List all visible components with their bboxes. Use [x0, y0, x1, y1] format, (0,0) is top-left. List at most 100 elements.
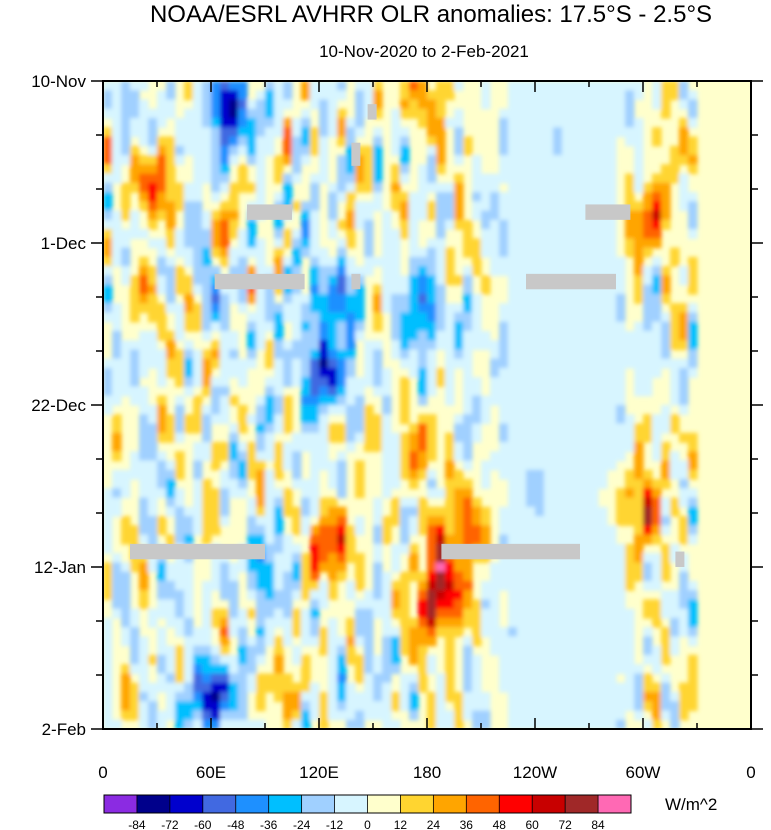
heatmap-cell: [292, 377, 302, 388]
heatmap-cell: [193, 692, 203, 702]
heatmap-cell: [427, 701, 437, 712]
heatmap-cell: [193, 229, 203, 239]
heatmap-cell: [652, 368, 662, 378]
heatmap-cell: [661, 275, 671, 286]
colorbar-label: 72: [558, 818, 572, 830]
heatmap-cell: [535, 330, 545, 341]
heatmap-cell: [526, 219, 536, 230]
heatmap-cell: [346, 192, 356, 202]
heatmap-cell: [130, 108, 140, 119]
heatmap-cell: [238, 247, 248, 258]
heatmap-cell: [454, 414, 464, 425]
heatmap-cell: [202, 701, 212, 712]
heatmap-cell: [391, 201, 401, 212]
heatmap-cell: [391, 256, 401, 267]
heatmap-cell: [400, 571, 410, 582]
heatmap-cell: [103, 497, 113, 508]
heatmap-cell: [427, 608, 437, 619]
heatmap-cell: [220, 155, 230, 165]
heatmap-cell: [166, 275, 176, 286]
heatmap-cell: [328, 210, 338, 221]
heatmap-cell: [607, 710, 617, 721]
heatmap-cell: [175, 229, 185, 239]
heatmap-cell: [319, 321, 329, 332]
heatmap-cell: [535, 386, 545, 397]
heatmap-cell: [103, 155, 113, 165]
heatmap-cell: [346, 692, 356, 702]
heatmap-cell: [508, 479, 518, 489]
heatmap-cell: [328, 543, 338, 554]
heatmap-cell: [562, 155, 572, 165]
heatmap-cell: [616, 349, 626, 360]
heatmap-cell: [166, 229, 176, 239]
heatmap-cell: [301, 358, 311, 369]
heatmap-cell: [175, 377, 185, 388]
heatmap-cell: [283, 118, 293, 128]
heatmap-cell: [589, 543, 599, 554]
heatmap-cell: [589, 553, 599, 563]
heatmap-cell: [310, 701, 320, 712]
heatmap-cell: [688, 608, 698, 619]
heatmap-cell: [472, 525, 482, 536]
heatmap-cell: [463, 479, 473, 489]
heatmap-cell: [364, 636, 374, 647]
heatmap-cell: [256, 562, 266, 573]
heatmap-cell: [337, 182, 347, 193]
heatmap-cell: [652, 571, 662, 582]
heatmap-cell: [670, 599, 680, 610]
heatmap-cell: [598, 173, 608, 184]
heatmap-cell: [481, 182, 491, 193]
heatmap-cell: [400, 608, 410, 619]
heatmap-cell: [625, 608, 635, 619]
heatmap-cell: [661, 164, 671, 175]
heatmap-cell: [553, 608, 563, 619]
heatmap-cell: [589, 293, 599, 304]
heatmap-cell: [193, 423, 203, 434]
colorbar-label: -72: [161, 818, 179, 830]
heatmap-cell: [661, 330, 671, 341]
heatmap-cell: [274, 127, 284, 138]
heatmap-cell: [157, 90, 167, 101]
heatmap-cell: [499, 525, 509, 536]
heatmap-cell: [661, 469, 671, 480]
heatmap-cell: [679, 710, 689, 721]
heatmap-cell: [553, 321, 563, 332]
heatmap-cell: [634, 321, 644, 332]
heatmap-cell: [562, 571, 572, 582]
heatmap-cell: [562, 81, 572, 91]
heatmap-cell: [526, 701, 536, 712]
heatmap-cell: [328, 321, 338, 332]
heatmap-cell: [571, 442, 581, 452]
heatmap-cell: [418, 497, 428, 508]
heatmap-cell: [652, 192, 662, 202]
heatmap-cell: [193, 173, 203, 184]
heatmap-cell: [445, 664, 455, 675]
heatmap-cell: [427, 636, 437, 647]
heatmap-cell: [580, 460, 590, 471]
heatmap-cell: [103, 219, 113, 230]
heatmap-cell: [688, 368, 698, 378]
heatmap-cell: [337, 247, 347, 258]
heatmap-cell: [562, 479, 572, 489]
heatmap-cell: [112, 414, 122, 425]
heatmap-cell: [544, 377, 554, 388]
heatmap-cell: [103, 368, 113, 378]
heatmap-cell: [463, 247, 473, 258]
heatmap-cell: [643, 562, 653, 573]
heatmap-cell: [355, 608, 365, 619]
colorbar: -84 -72 -60 -48 -36 -24 -12 0 12 24 36 48 60 72 84: [103, 794, 632, 830]
heatmap-cell: [688, 590, 698, 600]
heatmap-cell: [139, 108, 149, 119]
heatmap-cell: [670, 155, 680, 165]
heatmap-cell: [139, 636, 149, 647]
heatmap-cell: [580, 488, 590, 499]
heatmap-cell: [400, 599, 410, 610]
heatmap-cell: [598, 266, 608, 276]
heatmap-cell: [211, 99, 221, 110]
heatmap-cell: [139, 432, 149, 443]
heatmap-cell: [310, 173, 320, 184]
heatmap-cell: [391, 293, 401, 304]
heatmap-cell: [553, 90, 563, 101]
heatmap-cell: [283, 284, 293, 295]
heatmap-cell: [274, 340, 284, 351]
